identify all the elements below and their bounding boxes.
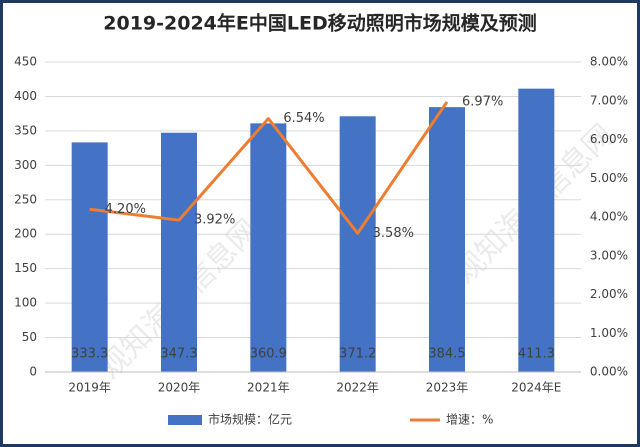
bar-value-label: 411.3 xyxy=(518,347,555,362)
y-tick-label: 250 xyxy=(14,192,37,206)
bar xyxy=(518,88,555,372)
bar xyxy=(339,116,376,372)
y-tick-label: 450 xyxy=(14,55,37,69)
x-tick-label: 2024年E xyxy=(511,381,561,395)
x-tick-label: 2021年 xyxy=(247,381,290,395)
y-tick-label: 300 xyxy=(14,158,37,172)
y2-tick-label: 2.00% xyxy=(590,287,628,301)
bar-value-label: 371.2 xyxy=(339,347,376,362)
legend-label: 市场规模：亿元 xyxy=(208,412,292,427)
line-value-label: 6.54% xyxy=(283,111,324,126)
y-tick-label: 400 xyxy=(14,89,37,103)
bar-value-label: 384.5 xyxy=(428,347,465,362)
y2-tick-label: 1.00% xyxy=(590,326,628,340)
bar xyxy=(161,132,197,372)
y-tick-label: 100 xyxy=(14,296,37,310)
y2-tick-label: 5.00% xyxy=(590,171,628,185)
y2-tick-label: 0.00% xyxy=(590,365,628,379)
y-tick-label: 150 xyxy=(14,261,37,275)
x-tick-label: 2020年 xyxy=(158,381,201,395)
y2-tick-label: 6.00% xyxy=(590,132,628,146)
y-tick-label: 200 xyxy=(14,227,37,241)
x-tick-label: 2022年 xyxy=(336,381,379,395)
y2-tick-label: 4.00% xyxy=(590,210,628,224)
bar xyxy=(250,123,287,372)
x-tick-label: 2023年 xyxy=(426,381,469,395)
legend-swatch xyxy=(168,415,202,425)
bar xyxy=(429,107,465,372)
bar-value-label: 360.9 xyxy=(250,347,287,362)
bar-value-label: 333.3 xyxy=(71,347,108,362)
line xyxy=(89,101,449,235)
line-value-label: 3.92% xyxy=(194,213,235,228)
y2-tick-label: 8.00% xyxy=(590,55,628,69)
bar-value-label: 347.3 xyxy=(160,347,197,362)
line-value-label: 4.20% xyxy=(105,202,146,217)
y-tick-label: 0 xyxy=(29,365,37,379)
chart-title: 2019-2024年E中国LED移动照明市场规模及预测 xyxy=(103,12,537,35)
y2-tick-label: 3.00% xyxy=(590,248,628,262)
line-value-label: 6.97% xyxy=(462,94,503,109)
line-value-label: 3.58% xyxy=(373,226,414,241)
bar xyxy=(71,142,108,372)
legend-label: 增速：% xyxy=(446,413,493,427)
y2-tick-label: 7.00% xyxy=(590,93,628,107)
x-tick-label: 2019年 xyxy=(68,381,111,395)
y-tick-label: 350 xyxy=(14,123,37,137)
y-tick-label: 50 xyxy=(22,330,37,344)
